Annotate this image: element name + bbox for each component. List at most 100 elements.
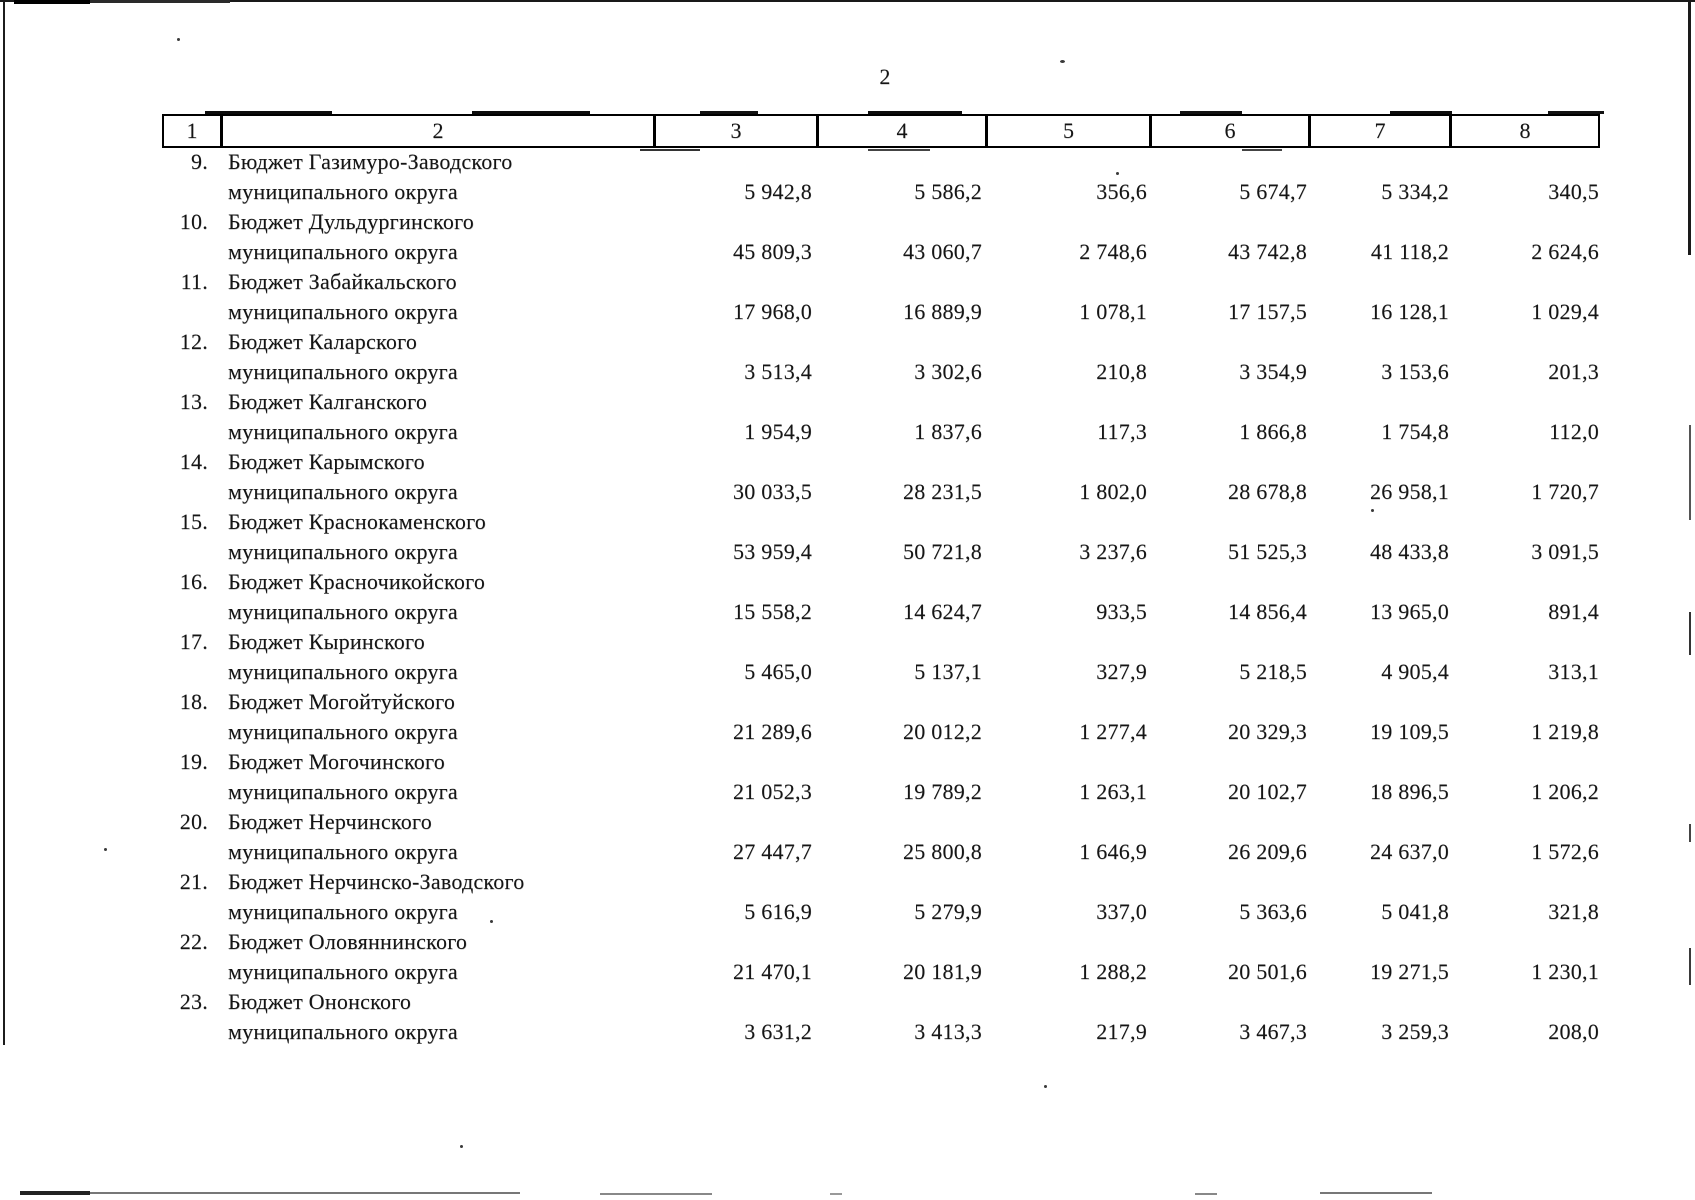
table-header-cell: 3 <box>654 114 818 148</box>
budget-name: Бюджет Забайкальского <box>228 269 457 294</box>
row-values-line: муниципального округа 21 052,3 19 789,2 … <box>162 777 1607 807</box>
value-col-4: 3 302,6 <box>914 359 982 384</box>
budget-name: Бюджет Дульдургинского <box>228 209 475 234</box>
scan-smudge <box>205 111 332 114</box>
row-number: 23. <box>179 989 208 1014</box>
row-values-line: муниципального округа 15 558,2 14 624,7 … <box>162 597 1607 627</box>
row-number-spacer <box>162 837 222 867</box>
value-col-8: 208,0 <box>1548 1019 1599 1044</box>
value-col-8: 313,1 <box>1548 659 1599 684</box>
value-col-4: 20 012,2 <box>903 719 982 744</box>
value-col-5: 210,8 <box>1096 359 1147 384</box>
table-row: 15. Бюджет Краснокаменского муниципально… <box>162 507 1607 567</box>
scan-edge-right <box>1689 824 1691 842</box>
row-number-spacer <box>162 477 222 507</box>
scan-dot <box>104 848 107 851</box>
scan-smudge <box>1242 149 1282 151</box>
row-values-line: муниципального округа 5 942,8 5 586,2 35… <box>162 177 1607 207</box>
table-header-cell: 1 <box>162 114 222 148</box>
scan-smudge <box>640 149 700 151</box>
value-col-6: 26 209,6 <box>1228 839 1307 864</box>
value-col-3: 3 631,2 <box>744 1019 812 1044</box>
budget-name-cont: муниципального округа <box>228 359 458 384</box>
value-col-3: 5 465,0 <box>744 659 812 684</box>
table-row: 16. Бюджет Красночикойского муниципально… <box>162 567 1607 627</box>
value-col-3: 3 513,4 <box>744 359 812 384</box>
value-col-6: 5 674,7 <box>1239 179 1307 204</box>
scan-edge-right <box>1688 0 1691 255</box>
table-row: 17. Бюджет Кыринского муниципального окр… <box>162 627 1607 687</box>
value-col-5: 3 237,6 <box>1079 539 1147 564</box>
value-col-5: 217,9 <box>1096 1019 1147 1044</box>
value-col-4: 5 137,1 <box>914 659 982 684</box>
budget-name: Бюджет Нерчинского <box>228 809 432 834</box>
row-name-line-1: 17. Бюджет Кыринского <box>162 627 1607 657</box>
table-header-cell: 8 <box>1450 114 1600 148</box>
row-values-line: муниципального округа 3 513,4 3 302,6 21… <box>162 357 1607 387</box>
value-col-3: 45 809,3 <box>733 239 812 264</box>
scan-streak-bottom <box>600 1193 712 1195</box>
row-number-spacer <box>162 357 222 387</box>
row-number: 17. <box>179 629 208 654</box>
budget-name-cont: муниципального округа <box>228 779 458 804</box>
scan-smudge <box>868 149 930 151</box>
row-number: 16. <box>179 569 208 594</box>
row-number-spacer <box>162 537 222 567</box>
value-col-4: 19 789,2 <box>903 779 982 804</box>
scan-edge-right <box>1689 948 1691 985</box>
row-values-line: муниципального округа 17 968,0 16 889,9 … <box>162 297 1607 327</box>
table-row: 12. Бюджет Каларского муниципального окр… <box>162 327 1607 387</box>
row-number: 13. <box>179 389 208 414</box>
value-col-3: 5 942,8 <box>744 179 812 204</box>
table-header-cell: 2 <box>221 114 655 148</box>
row-values-line: муниципального округа 1 954,9 1 837,6 11… <box>162 417 1607 447</box>
row-name-line-1: 21. Бюджет Нерчинско-Заводского <box>162 867 1607 897</box>
row-values-line: муниципального округа 5 616,9 5 279,9 33… <box>162 897 1607 927</box>
value-col-8: 1 206,2 <box>1531 779 1599 804</box>
row-name-line-1: 11. Бюджет Забайкальского <box>162 267 1607 297</box>
value-col-7: 18 896,5 <box>1370 779 1449 804</box>
row-values-line: муниципального округа 27 447,7 25 800,8 … <box>162 837 1607 867</box>
table-row: 13. Бюджет Калганского муниципального ок… <box>162 387 1607 447</box>
value-col-8: 1 572,6 <box>1531 839 1599 864</box>
value-col-3: 15 558,2 <box>733 599 812 624</box>
scan-streak-bottom <box>1195 1193 1217 1195</box>
budget-name: Бюджет Могочинского <box>228 749 446 774</box>
table-row: 18. Бюджет Могойтуйского муниципального … <box>162 687 1607 747</box>
value-col-8: 1 029,4 <box>1531 299 1599 324</box>
value-col-3: 1 954,9 <box>744 419 812 444</box>
value-col-5: 2 748,6 <box>1079 239 1147 264</box>
value-col-6: 3 354,9 <box>1239 359 1307 384</box>
value-col-6: 5 363,6 <box>1239 899 1307 924</box>
value-col-3: 21 470,1 <box>733 959 812 984</box>
value-col-6: 3 467,3 <box>1239 1019 1307 1044</box>
value-col-7: 26 958,1 <box>1370 479 1449 504</box>
row-name-line-1: 22. Бюджет Оловяннинского <box>162 927 1607 957</box>
value-col-4: 25 800,8 <box>903 839 982 864</box>
row-number-spacer <box>162 417 222 447</box>
table-row: 14. Бюджет Карымского муниципального окр… <box>162 447 1607 507</box>
value-col-5: 1 277,4 <box>1079 719 1147 744</box>
row-values-line: муниципального округа 21 289,6 20 012,2 … <box>162 717 1607 747</box>
row-name-line-1: 9. Бюджет Газимуро-Заводского <box>162 147 1607 177</box>
row-number: 15. <box>179 509 208 534</box>
scan-edge-right <box>1689 612 1691 655</box>
budget-name: Бюджет Ононского <box>228 989 412 1014</box>
row-name-line-1: 23. Бюджет Ононского <box>162 987 1607 1017</box>
value-col-4: 28 231,5 <box>903 479 982 504</box>
row-number-spacer <box>162 777 222 807</box>
row-number-spacer <box>162 597 222 627</box>
budget-name: Бюджет Красночикойского <box>228 569 486 594</box>
value-col-6: 5 218,5 <box>1239 659 1307 684</box>
budget-name: Бюджет Кыринского <box>228 629 425 654</box>
value-col-3: 30 033,5 <box>733 479 812 504</box>
row-number: 22. <box>179 929 208 954</box>
row-number: 10. <box>179 209 208 234</box>
row-number-spacer <box>162 297 222 327</box>
value-col-8: 340,5 <box>1548 179 1599 204</box>
scan-smudge <box>472 111 590 114</box>
value-col-6: 20 329,3 <box>1228 719 1307 744</box>
table-header-row: 1 2 3 4 5 6 7 8 <box>162 114 1607 148</box>
value-col-5: 327,9 <box>1096 659 1147 684</box>
